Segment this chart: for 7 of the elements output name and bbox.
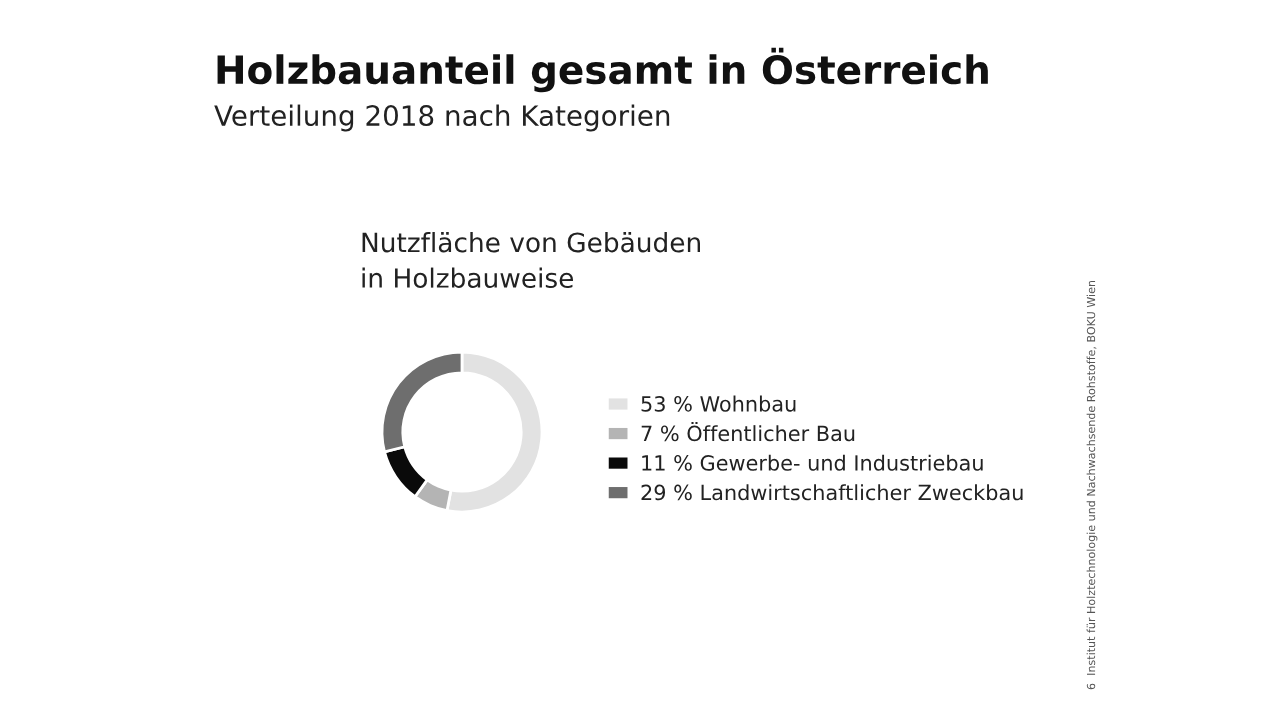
legend-label: 7 % Öffentlicher Bau (641, 422, 855, 442)
chart-subtitle: Verteilung 2018 nach Kategorien (214, 104, 670, 132)
legend-label: 53 % Wohnbau (641, 395, 796, 412)
text: Nutzfläche von Gebäuden in Holzbauweise (362, 232, 700, 288)
legend-label: 11 % Gewerbe- und Industriebau (642, 454, 983, 471)
legend-label: 29 % Landwirtschaftlicher Zweckbau (641, 484, 1023, 501)
chart-title: Holzbauanteil gesamt in Österreich (217, 47, 988, 93)
